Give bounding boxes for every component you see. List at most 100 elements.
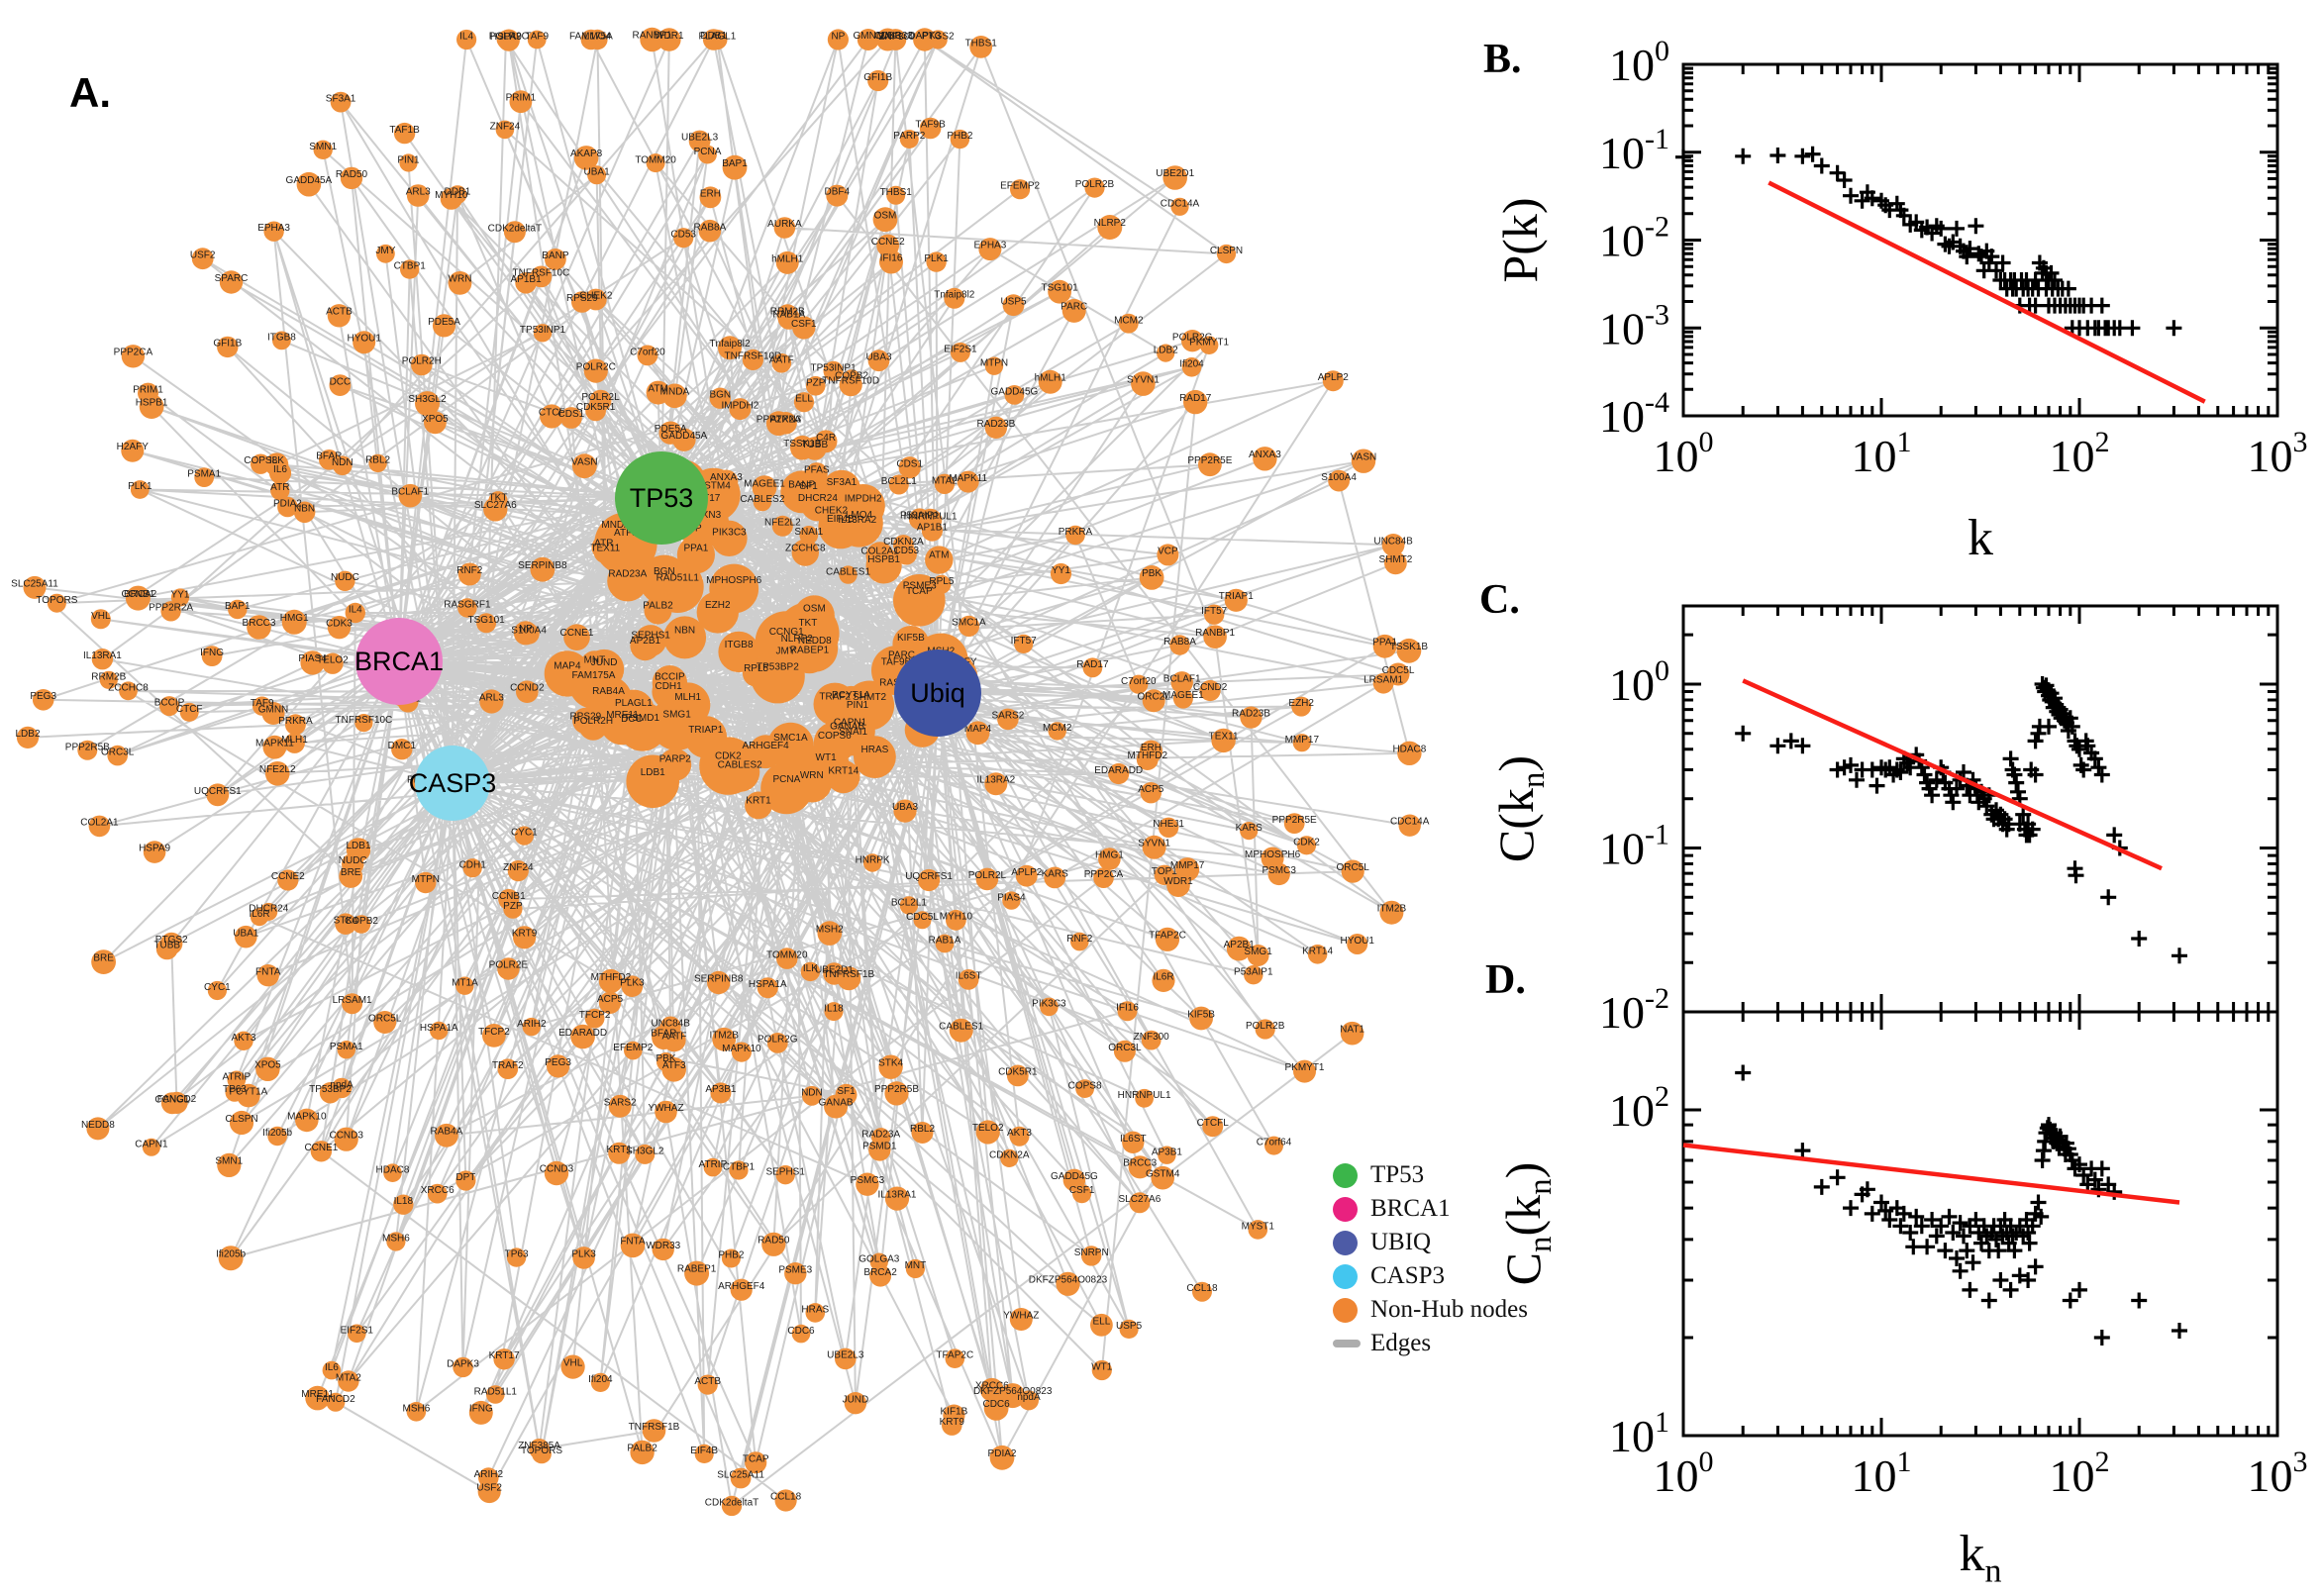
non-hub-node	[159, 696, 179, 717]
non-hub-node	[330, 91, 352, 113]
non-hub-node	[975, 1120, 1000, 1145]
non-hub-node	[943, 1404, 965, 1427]
non-hub-node	[729, 1160, 749, 1180]
non-hub-node	[457, 562, 481, 586]
non-hub-node	[975, 867, 999, 891]
non-hub-node	[721, 1248, 741, 1268]
non-hub-node	[1006, 1064, 1029, 1087]
non-hub-node	[793, 595, 835, 637]
non-hub-node	[1048, 279, 1071, 304]
non-hub-node	[599, 700, 646, 746]
non-hub-node	[255, 1056, 280, 1082]
non-hub-node	[305, 1385, 330, 1411]
non-hub-node	[1198, 452, 1222, 477]
non-hub-node	[925, 546, 954, 574]
non-hub-node	[256, 964, 279, 987]
non-hub-node	[373, 1011, 397, 1034]
non-hub-node	[721, 1495, 743, 1517]
non-hub-node	[393, 1194, 414, 1215]
axis-ticks	[1681, 62, 2279, 418]
non-hub-node	[657, 28, 681, 51]
non-hub-node	[867, 69, 889, 92]
non-hub-node	[799, 526, 819, 545]
network-graph: MSH2MPHOSPH6KIF1BCCNG1TCAPTKTCAPN1CDK2PC…	[11, 27, 1430, 1517]
non-hub-node	[1396, 638, 1422, 663]
legend-edge-swatch-edges	[1333, 1340, 1361, 1347]
non-hub-node	[791, 539, 819, 566]
non-hub-node	[1247, 945, 1269, 966]
non-hub-node	[1139, 565, 1164, 590]
axes-frame	[1681, 1010, 2279, 1438]
panel-c-label: C.	[1479, 577, 1520, 623]
non-hub-node	[331, 1077, 353, 1099]
non-hub-node	[761, 1232, 786, 1256]
non-hub-node	[91, 648, 114, 670]
non-hub-node	[1140, 782, 1162, 804]
non-hub-node	[277, 869, 299, 891]
non-hub-node	[235, 925, 257, 948]
non-hub-node	[1142, 689, 1165, 713]
non-hub-node	[580, 29, 602, 50]
non-hub-node	[218, 1246, 244, 1271]
non-hub-node	[497, 1058, 519, 1079]
non-hub-node	[415, 391, 440, 417]
non-hub-node	[651, 560, 704, 613]
non-hub-node	[843, 369, 861, 388]
non-hub-node	[928, 30, 948, 50]
non-hub-node	[699, 186, 722, 209]
non-hub-node	[1108, 762, 1130, 785]
non-hub-node	[391, 739, 413, 760]
non-hub-node	[1264, 1136, 1283, 1155]
non-hub-node	[757, 977, 778, 999]
non-hub-node	[572, 707, 599, 735]
non-hub-node	[354, 714, 373, 733]
non-hub-node	[776, 304, 798, 326]
non-hub-node	[813, 682, 857, 726]
non-hub-node	[935, 934, 955, 953]
non-hub-node	[957, 470, 979, 493]
non-hub-node	[817, 921, 843, 946]
non-hub-node	[720, 751, 760, 792]
non-hub-node	[805, 462, 828, 485]
non-hub-node	[893, 799, 917, 823]
non-hub-node	[729, 398, 752, 421]
non-hub-node	[483, 497, 508, 522]
non-hub-node	[1192, 1281, 1212, 1302]
non-hub-node	[1056, 1271, 1080, 1296]
non-hub-node	[337, 1041, 355, 1059]
non-hub-node	[560, 1354, 585, 1379]
non-hub-node	[1347, 934, 1368, 954]
non-hub-node	[792, 316, 816, 340]
legend-item-casp3: CASP3	[1333, 1259, 1528, 1293]
non-hub-node	[659, 1016, 681, 1038]
non-hub-node	[919, 117, 942, 140]
non-hub-node	[263, 221, 284, 242]
non-hub-node	[346, 838, 371, 862]
non-hub-node	[509, 90, 533, 114]
non-hub-node	[856, 1172, 879, 1196]
x-axis-title: k	[1968, 510, 1993, 566]
non-hub-node	[590, 1372, 611, 1392]
non-hub-node	[1322, 370, 1344, 392]
non-hub-node	[1009, 1308, 1033, 1331]
non-hub-node	[1261, 847, 1284, 870]
y-tick-label: 10-1	[1599, 123, 1669, 178]
non-hub-node	[824, 1002, 844, 1022]
non-hub-node	[823, 360, 844, 381]
legend-label-brca1: BRCA1	[1370, 1195, 1451, 1222]
non-hub-node	[1050, 562, 1072, 585]
non-hub-node	[121, 439, 145, 462]
non-hub-node	[658, 748, 692, 781]
non-hub-node	[1129, 1192, 1151, 1214]
non-hub-node	[533, 324, 553, 343]
non-hub-node	[348, 1324, 366, 1344]
non-hub-node	[707, 970, 731, 995]
non-hub-node	[984, 772, 1008, 796]
non-hub-node	[714, 469, 739, 494]
non-hub-node	[335, 570, 355, 591]
non-hub-node	[352, 915, 371, 934]
non-hub-node	[130, 480, 150, 499]
non-hub-node	[1040, 997, 1059, 1017]
non-hub-node	[23, 575, 47, 599]
